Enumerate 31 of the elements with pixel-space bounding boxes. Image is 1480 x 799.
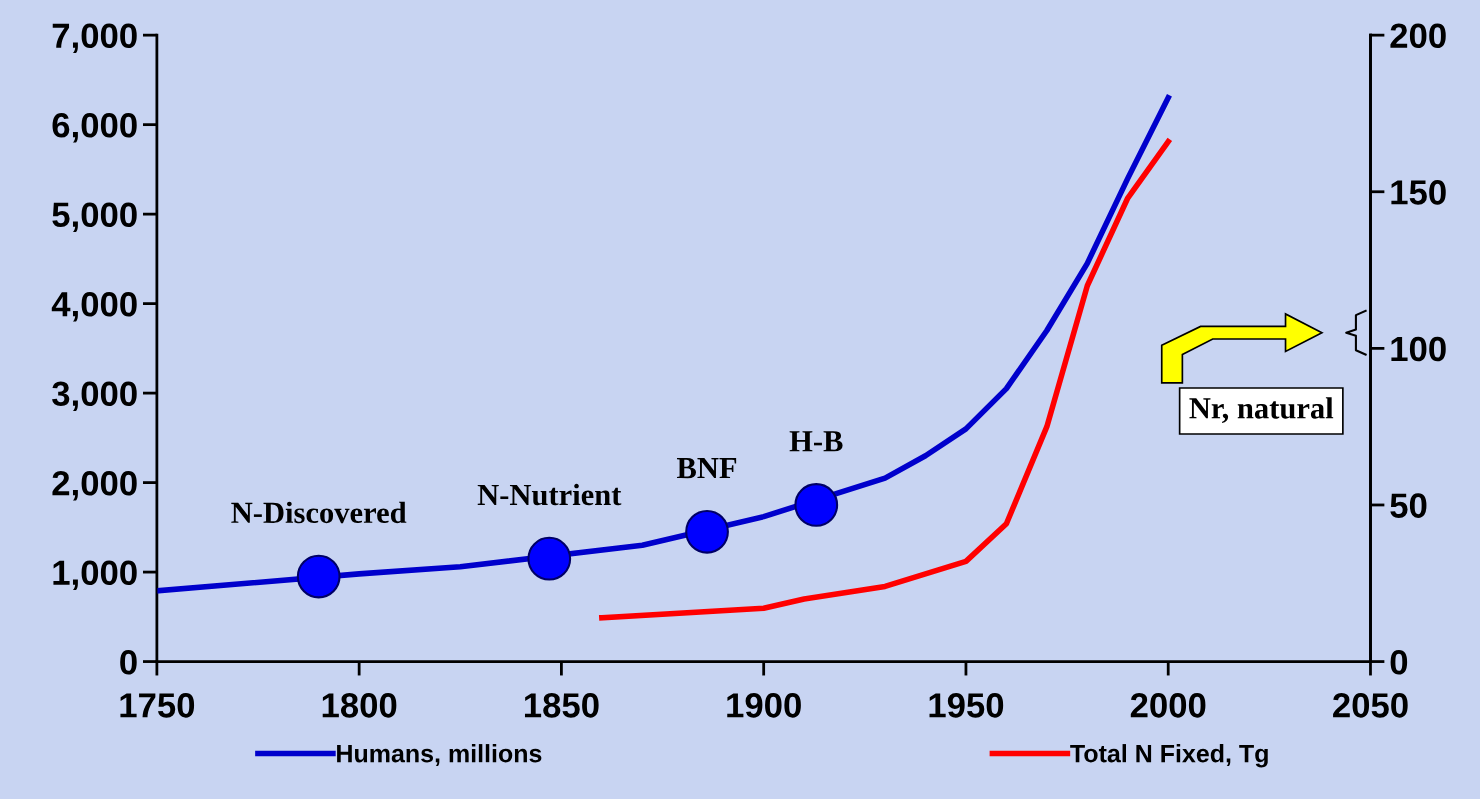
point (527, 536, 572, 581)
x-tick-label: 2000 (1130, 693, 1206, 718)
point (685, 509, 729, 554)
legend-label: Total N Fixed, Tg (1070, 744, 1268, 768)
y2-tick-label: 100 (1391, 336, 1446, 362)
y-tick-label: 0 (120, 649, 137, 675)
point (296, 554, 341, 599)
annotation: N-Nutrient (477, 483, 622, 506)
y-tick-label: 3,000 (52, 381, 137, 412)
y-tick-label: 1,000 (53, 560, 137, 591)
x-tick-label: 2050 (1333, 693, 1408, 718)
x-tick-label: 1900 (727, 693, 801, 718)
y-tick-label: 7,000 (52, 23, 137, 54)
x-tick-label: 1850 (524, 693, 599, 718)
y2-tick-label: 0 (1390, 649, 1408, 675)
legend-label: Humans, millions (337, 744, 542, 767)
annotation: Nr, natural (1189, 397, 1334, 424)
x-tick-label: 1800 (322, 693, 397, 718)
annotation: H-B (789, 431, 843, 452)
y2-tick-label: 150 (1391, 180, 1446, 205)
x-tick-label: 1950 (929, 693, 1004, 718)
y2-tick-label: 50 (1390, 493, 1427, 518)
annotation: BNF (677, 458, 737, 479)
y-tick-label: 6,000 (52, 112, 137, 143)
annotation: N-Discovered (231, 501, 407, 524)
x-tick-label: 1750 (120, 693, 195, 718)
y-tick-label: 4,000 (51, 291, 137, 322)
y-tick-label: 5,000 (52, 202, 137, 233)
y-tick-label: 2,000 (52, 470, 137, 501)
point (794, 483, 839, 527)
y2-tick-label: 200 (1390, 23, 1446, 49)
